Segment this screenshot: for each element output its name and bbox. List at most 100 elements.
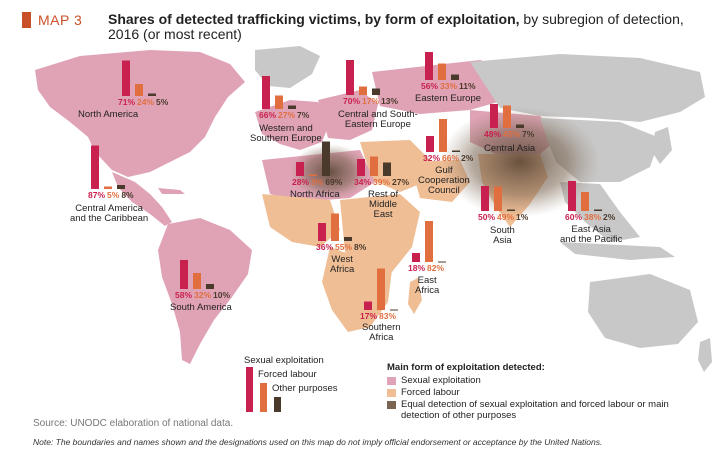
region-name-line: and the Pacific (560, 234, 623, 245)
region-name-line: Gulf (435, 165, 453, 176)
pct-north-america-forced: 24% (137, 97, 155, 107)
land-new-zealand (698, 338, 712, 372)
pct-middle-east-forced: 39% (373, 177, 391, 187)
pct-east-africa: 18% 82% (408, 264, 446, 273)
bar-western-europe-sexual (262, 76, 270, 109)
pct-southern-africa-sexual: 17% (360, 311, 378, 321)
area-legend-forced-label: Forced labour (401, 387, 460, 398)
bar-south-asia-other (507, 209, 515, 211)
pct-east-africa-forced: 82% (427, 263, 445, 273)
land-south-america (158, 218, 252, 364)
pct-central-se-europe-forced: 17% (362, 96, 380, 106)
pct-central-america-sexual: 87% (88, 190, 106, 200)
region-name-line: Middle (369, 199, 398, 210)
region-name-line: Council (428, 185, 460, 196)
bar-legend-other-label: Other purposes (272, 383, 338, 394)
land-australia (588, 274, 698, 348)
land-central-europe (318, 90, 378, 140)
bar-western-europe-other (288, 105, 296, 109)
region-name-line: East (417, 275, 437, 286)
region-name-line: Africa (330, 264, 355, 275)
land-madagascar (408, 278, 422, 314)
region-central-se-europe: Central and South- Eastern Europe (338, 110, 418, 130)
pct-western-europe-other: 7% (297, 110, 310, 120)
pct-north-america: 71% 24% 5% (118, 98, 170, 107)
bar-east-africa-sexual (412, 253, 420, 262)
pct-central-se-europe-other: 13% (381, 96, 399, 106)
bar-charts-layer (91, 52, 602, 311)
bar-east-asia-forced (581, 192, 589, 211)
region-name-line: South (490, 225, 515, 236)
land-japan (652, 127, 672, 164)
bar-central-america-other (117, 185, 125, 189)
area-legend: Main form of exploitation detected: Sexu… (387, 362, 687, 421)
bar-east-asia-sexual (568, 181, 576, 211)
pct-west-africa-sexual: 36% (316, 242, 334, 252)
bar-west-africa-sexual (318, 223, 326, 241)
pct-gulf-other: 2% (461, 153, 474, 163)
pct-south-america-other: 10% (213, 290, 231, 300)
region-name-line: Africa (369, 332, 394, 343)
pct-west-africa-other: 8% (354, 242, 367, 252)
region-central-america: Central America and the Caribbean (70, 204, 148, 224)
area-legend-equal-swatch (387, 401, 396, 409)
bar-western-europe-forced (275, 95, 283, 109)
world-map-canvas (35, 46, 712, 372)
pct-eastern-europe-other: 11% (459, 81, 476, 91)
bar-central-se-europe-other (372, 88, 380, 95)
pct-gulf-forced: 66% (442, 153, 460, 163)
bar-gulf-other (452, 150, 460, 152)
land-east-africa (340, 194, 420, 274)
region-west-africa: West Africa (330, 255, 354, 275)
pct-central-america-other: 8% (121, 190, 134, 200)
bar-eastern-europe-forced (438, 63, 446, 80)
pct-eastern-europe-forced: 33% (440, 81, 458, 91)
region-east-asia: East Asia and the Pacific (560, 225, 622, 245)
pct-south-asia-other: 1% (516, 212, 529, 222)
region-name-line: Rest of (368, 189, 399, 200)
bar-southern-africa-forced (377, 268, 385, 310)
area-legend-equal: Equal detection of sexual exploitation a… (387, 399, 691, 421)
region-name-line: West (331, 254, 353, 265)
bar-legend-forced-swatch (260, 383, 267, 412)
area-legend-sexual: Sexual exploitation (387, 375, 687, 387)
region-eastern-europe: Eastern Europe (415, 93, 482, 104)
area-legend-heading: Main form of exploitation detected: (387, 362, 545, 373)
pct-central-asia: 48% 45% 7% (484, 130, 536, 139)
pct-north-africa-sexual: 28% (292, 177, 310, 187)
bar-south-america-forced (193, 273, 201, 289)
bar-central-asia-forced (503, 105, 511, 128)
bar-legend-sexual-label: Sexual exploitation (244, 355, 324, 366)
bar-legend: Sexual exploitation Forced labour Other … (244, 355, 394, 415)
pct-southern-africa-forced: 83% (379, 311, 397, 321)
bar-north-africa-other (322, 141, 330, 176)
pct-western-europe-sexual: 66% (259, 110, 277, 120)
region-east-africa: East Africa (415, 276, 439, 296)
land-indonesia (560, 242, 675, 260)
equal-shading-asia (440, 107, 600, 217)
land-north-america (35, 50, 245, 177)
region-gulf: Gulf Cooperation Council (418, 166, 470, 196)
bar-central-america-forced (104, 186, 112, 189)
bar-central-asia-sexual (490, 104, 498, 128)
source-note: Source: UNODC elaboration of national da… (33, 418, 234, 429)
pct-east-asia: 60% 38% 2% (565, 213, 617, 222)
pct-southern-africa: 17% 83% (360, 312, 398, 321)
land-southern-africa (322, 247, 392, 332)
pct-south-asia: 50% 49% 1% (478, 213, 530, 222)
region-name-line: Central and South- (338, 109, 418, 120)
bar-legend-other-swatch (274, 397, 281, 412)
region-name-line: Central America (75, 203, 143, 214)
pct-central-asia-forced: 45% (503, 129, 521, 139)
bar-west-africa-forced (331, 213, 339, 241)
pct-north-africa: 28% 3% 69% (292, 178, 344, 187)
region-name-line: East (373, 209, 393, 220)
region-south-asia: South Asia (490, 226, 515, 246)
bar-central-se-europe-sexual (346, 60, 354, 95)
region-central-asia: Central Asia (484, 143, 536, 154)
pct-middle-east-sexual: 34% (354, 177, 372, 187)
pct-central-asia-sexual: 48% (484, 129, 502, 139)
region-name-line: Africa (415, 285, 440, 296)
pct-gulf-sexual: 32% (423, 153, 441, 163)
pct-east-africa-sexual: 18% (408, 263, 426, 273)
